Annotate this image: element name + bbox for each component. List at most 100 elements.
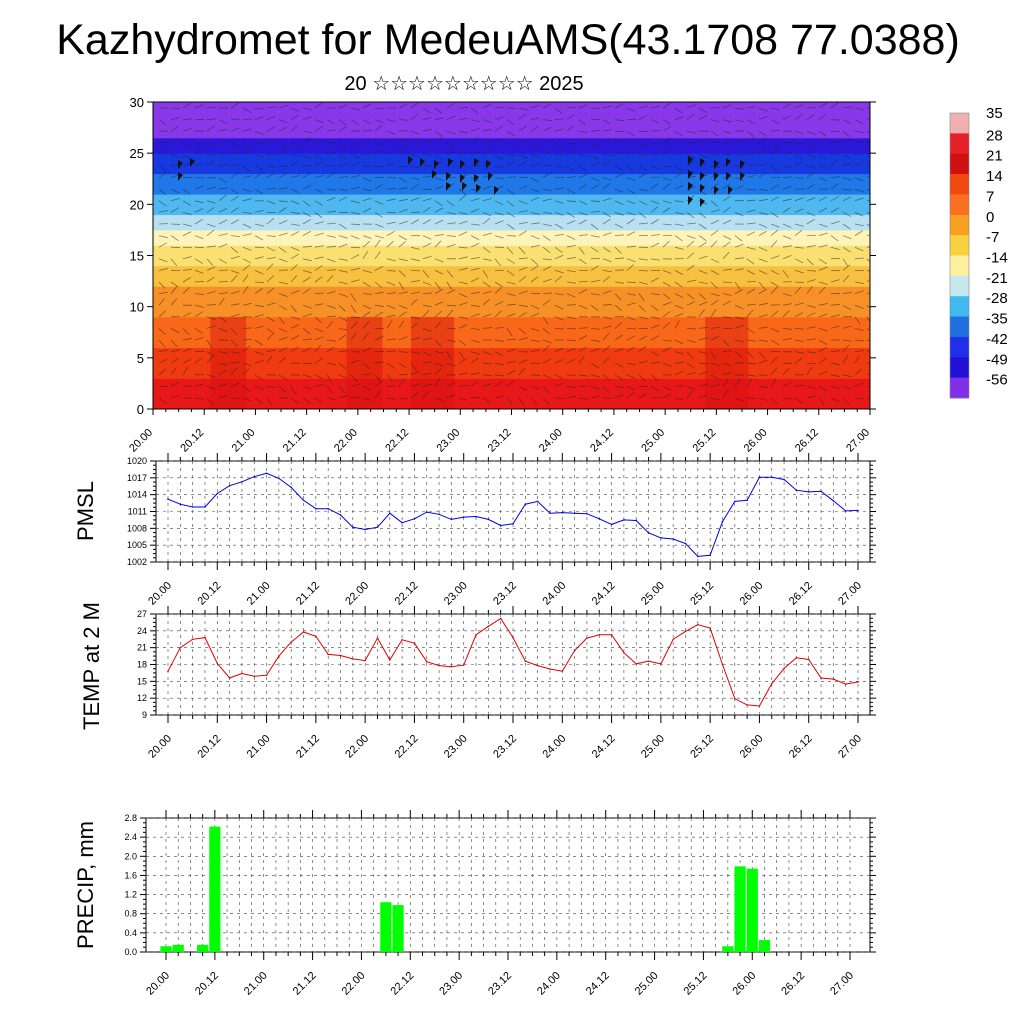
wind-barb	[614, 362, 624, 368]
wind-barb	[638, 281, 648, 285]
wind-barb	[314, 276, 323, 283]
wind-barb	[398, 291, 408, 294]
wind-barb	[242, 212, 252, 214]
wind-barb	[842, 130, 851, 138]
wind-barb	[398, 165, 408, 168]
wind-barb	[194, 235, 204, 240]
wind-barb	[866, 117, 870, 120]
wind-barb	[314, 161, 324, 167]
wind-barb	[374, 304, 384, 308]
wind-barb	[638, 154, 649, 156]
wind-barb	[662, 149, 671, 155]
wind-barb	[350, 142, 360, 146]
wind-barb	[806, 395, 816, 399]
wind-barb	[602, 290, 612, 294]
x-tick-label: 20.12	[178, 427, 206, 455]
y-tick-label: 12	[137, 693, 147, 703]
temperature-point	[807, 658, 810, 661]
wind-barb	[410, 165, 420, 169]
wind-barb	[362, 188, 372, 192]
wind-barb	[314, 328, 324, 333]
wind-barb	[158, 349, 168, 352]
wind-barb	[614, 140, 624, 144]
wind-barb	[290, 175, 300, 178]
wind-barb	[638, 335, 648, 341]
wind-barb	[278, 347, 288, 352]
wind-barb	[566, 200, 577, 202]
wind-barb	[218, 394, 228, 399]
wind-barb	[662, 165, 672, 168]
wind-barb	[662, 183, 671, 190]
wind-barb	[782, 337, 792, 341]
pmsl-point	[265, 472, 268, 475]
wind-barb	[206, 142, 216, 146]
wind-barb	[710, 270, 720, 275]
wind-barb	[182, 223, 192, 227]
wind-barb	[674, 397, 684, 401]
temperature-point	[549, 668, 551, 670]
wind-barb	[830, 176, 840, 178]
wind-barb	[290, 125, 299, 132]
wind-barb	[746, 231, 756, 236]
wind-barb	[758, 270, 768, 275]
wind-barb	[482, 141, 492, 144]
wind-barb	[554, 246, 563, 253]
wind-barb	[542, 374, 552, 379]
wind-barb	[194, 293, 204, 296]
wind-barb	[758, 212, 768, 215]
wind-barb	[746, 130, 755, 137]
wind-barb	[206, 118, 217, 120]
wind-barb	[698, 371, 708, 376]
wind-barb	[686, 130, 696, 134]
wind-barb	[170, 367, 177, 376]
wind-barb	[530, 244, 540, 248]
wind-barb	[506, 130, 515, 137]
wind-barb	[842, 188, 852, 191]
wind-barb	[686, 301, 696, 306]
wind-barb	[158, 291, 168, 294]
wind-barb	[518, 386, 528, 391]
wind-barb	[398, 241, 407, 248]
wind-barb	[782, 198, 792, 202]
wind-barb	[854, 382, 864, 387]
wind-barb	[734, 235, 743, 242]
temperature-point	[536, 664, 539, 667]
wind-barb	[830, 207, 839, 213]
wind-barb	[470, 304, 480, 307]
wind-barb	[650, 361, 660, 364]
wind-barb	[590, 177, 600, 182]
wind-barb	[770, 240, 778, 248]
wind-barb	[470, 208, 480, 213]
wind-barb	[686, 339, 696, 343]
wind-barb	[350, 321, 358, 329]
wind-barb	[686, 235, 696, 239]
temperature-point	[475, 633, 477, 636]
wind-barb	[806, 218, 815, 225]
wind-barb	[170, 188, 180, 194]
y-tick-label: 0.8	[124, 909, 137, 919]
wind-barb	[614, 223, 624, 229]
wind-barb	[206, 223, 216, 228]
wind-barb	[650, 183, 659, 190]
wind-barb	[518, 125, 527, 132]
wind-barb	[566, 316, 576, 320]
wind-barb	[398, 270, 406, 277]
wind-barb	[650, 119, 660, 124]
wind-barb	[722, 316, 732, 319]
wind-barb	[830, 102, 839, 109]
wind-barb	[794, 328, 805, 330]
wind-barb	[626, 362, 636, 366]
wind-barb	[842, 291, 852, 294]
colorbar-swatch	[950, 113, 969, 134]
temperature-point	[660, 663, 662, 665]
wind-barb	[758, 288, 767, 294]
pmsl-point	[820, 490, 822, 493]
pmsl-point	[364, 528, 366, 531]
wind-barb	[758, 188, 768, 191]
pmsl-grid	[156, 460, 870, 563]
temperature-point	[179, 646, 182, 649]
wind-barb	[302, 184, 312, 190]
wind-barb	[686, 222, 696, 225]
wind-barb	[746, 378, 753, 387]
wind-barb	[650, 165, 660, 170]
